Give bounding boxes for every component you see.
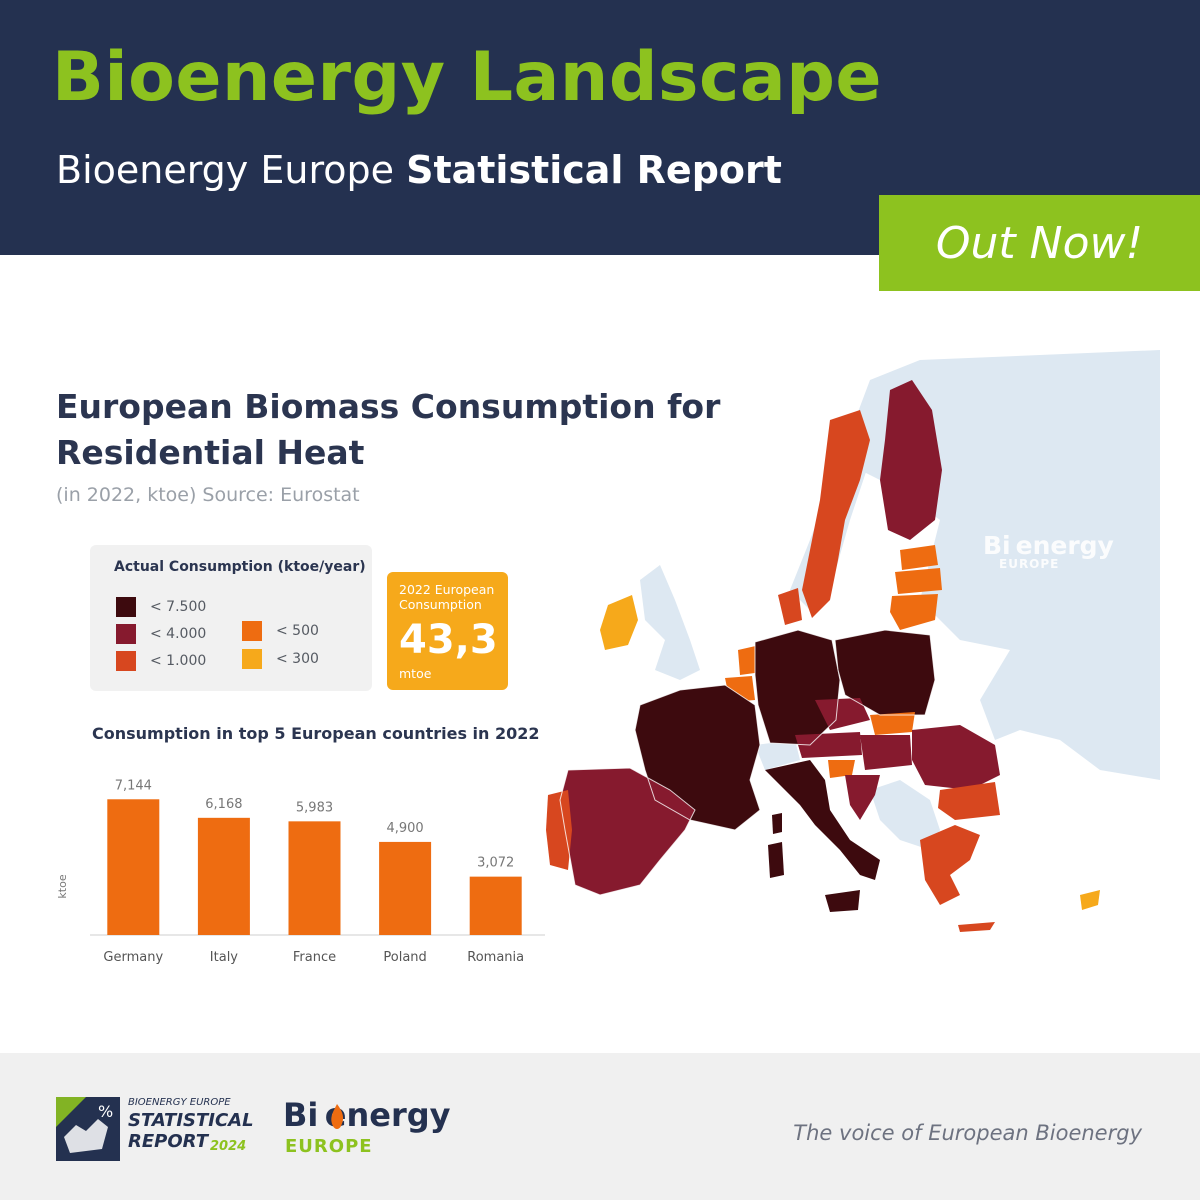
out-now-badge: Out Now! xyxy=(879,195,1200,291)
legend-item: < 1.000 xyxy=(116,651,206,671)
bar-chart-title: Consumption in top 5 European countries … xyxy=(92,724,540,743)
map-borders xyxy=(559,629,936,896)
europe-map xyxy=(546,350,1160,932)
map-crete xyxy=(958,922,995,932)
legend-label: < 300 xyxy=(276,651,319,667)
map-denmark xyxy=(778,588,802,625)
chart-title: European Biomass Consumption for Residen… xyxy=(56,387,721,472)
map-bulgaria xyxy=(938,782,1000,820)
bar-poland xyxy=(379,841,432,935)
map-sweden xyxy=(802,410,870,618)
statistical-report-logo: % BIOENERGY EUROPE STATISTICAL REPORT 20… xyxy=(56,1093,256,1163)
map-switzerland xyxy=(755,740,800,770)
report-logo-icon: % xyxy=(56,1097,120,1161)
map-watermark-logo: Bi energy xyxy=(983,531,1114,560)
bar-romania xyxy=(469,876,522,935)
flame-icon xyxy=(331,1104,344,1129)
x-tick-label: Germany xyxy=(103,950,163,965)
map-austria xyxy=(795,732,862,758)
map-croatia xyxy=(845,775,880,820)
legend-box: Actual Consumption (ktoe/year) < 7.500 <… xyxy=(90,545,372,691)
map-cyprus xyxy=(1080,890,1100,910)
logo-wordmark: Bi energy xyxy=(283,1096,451,1134)
legend-swatch xyxy=(242,621,262,641)
bar-value-label: 5,983 xyxy=(296,800,333,815)
bar-value-label: 7,144 xyxy=(115,778,152,793)
x-tick-label: France xyxy=(293,950,336,965)
map-poland xyxy=(835,630,935,715)
map-sicily xyxy=(825,890,860,912)
legend-swatch xyxy=(116,597,136,617)
total-value: 43,3 xyxy=(399,617,498,663)
map-ireland xyxy=(600,595,638,650)
map-slovakia xyxy=(870,712,915,735)
logo-subtitle: EUROPE xyxy=(285,1136,373,1157)
bar-italy xyxy=(197,817,250,935)
report-logo-kicker: BIOENERGY EUROPE xyxy=(128,1097,231,1108)
header-banner: Bioenergy Landscape Bioenergy Europe Sta… xyxy=(0,0,1200,255)
map-greece xyxy=(920,825,980,905)
page-subtitle: Bioenergy Europe Statistical Report xyxy=(56,148,782,192)
legend-item: < 7.500 xyxy=(116,597,206,617)
report-logo-line1: STATISTICAL xyxy=(128,1110,254,1131)
chart-source: (in 2022, ktoe) Source: Eurostat xyxy=(56,484,360,506)
bar-france xyxy=(288,821,341,935)
report-logo-line2: REPORT xyxy=(128,1131,208,1152)
footer-tagline: The voice of European Bioenergy xyxy=(793,1121,1142,1145)
x-tick-label: Italy xyxy=(210,950,239,965)
bar-value-label: 3,072 xyxy=(477,856,514,871)
map-lithuania xyxy=(890,594,938,630)
legend-item: < 500 xyxy=(242,621,319,641)
legend-label: < 4.000 xyxy=(150,626,207,642)
legend-item: < 4.000 xyxy=(116,624,206,644)
bioenergy-europe-logo: Bi energy EUROPE xyxy=(283,1096,493,1162)
bar-value-label: 4,900 xyxy=(386,821,423,836)
x-tick-label: Romania xyxy=(467,950,524,965)
total-label: 2022 European Consumption xyxy=(399,582,495,612)
map-germany xyxy=(755,630,840,745)
legend-swatch xyxy=(116,651,136,671)
legend-label: < 500 xyxy=(276,623,319,639)
legend-item: < 300 xyxy=(242,649,319,669)
map-estonia xyxy=(900,545,938,570)
subtitle-bold: Statistical Report xyxy=(406,148,782,192)
bar-chart: ktoe 7,144 Germany 6,168 Italy 5,983 France 4,9… xyxy=(56,778,545,965)
map-spain xyxy=(560,768,695,895)
legend-swatch xyxy=(242,649,262,669)
svg-text:%: % xyxy=(98,1102,113,1121)
page-title: Bioenergy Landscape xyxy=(52,38,882,117)
map-balkans-non-eu xyxy=(870,780,940,850)
bar-value-label: 6,168 xyxy=(205,797,242,812)
legend-label: < 1.000 xyxy=(150,653,207,669)
map-slovenia xyxy=(828,760,855,778)
legend-title: Actual Consumption (ktoe/year) xyxy=(114,559,366,575)
footer xyxy=(0,1053,1200,1200)
map-latvia xyxy=(895,568,942,594)
legend-swatch xyxy=(116,624,136,644)
report-logo-year: 2024 xyxy=(210,1139,247,1154)
map-finland xyxy=(880,380,942,540)
map-hungary xyxy=(860,735,912,770)
map-romania xyxy=(912,725,1000,790)
map-uk xyxy=(640,565,700,680)
total-consumption-badge: 2022 European Consumption 43,3 mtoe xyxy=(387,572,508,690)
legend-label: < 7.500 xyxy=(150,599,207,615)
map-watermark-sub: EUROPE xyxy=(999,557,1060,571)
map-czechia xyxy=(815,698,870,730)
y-axis-label: ktoe xyxy=(56,874,69,898)
total-unit: mtoe xyxy=(399,666,432,681)
map-italy xyxy=(765,760,880,880)
map-sardinia xyxy=(768,842,784,878)
bar-germany xyxy=(107,799,160,935)
map-corsica xyxy=(772,813,782,834)
map-portugal xyxy=(546,790,572,870)
x-tick-label: Poland xyxy=(383,950,426,965)
subtitle-regular: Bioenergy Europe xyxy=(56,148,407,192)
